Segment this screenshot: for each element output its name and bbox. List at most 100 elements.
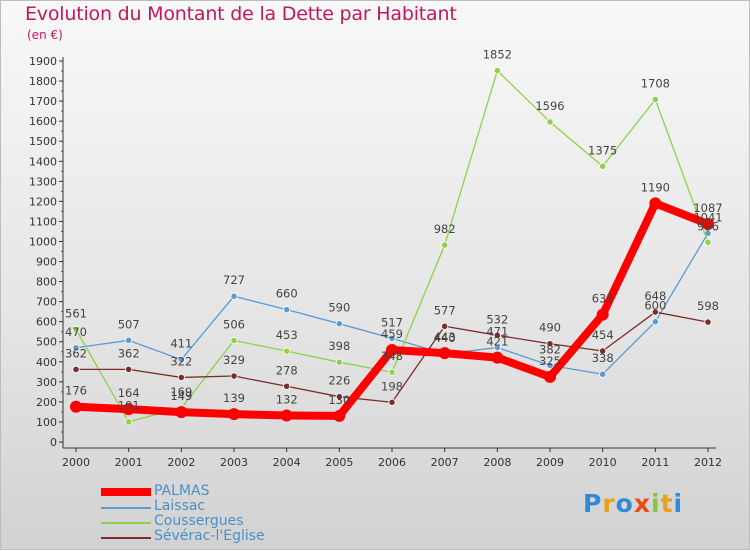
x-tick-label: 2002: [167, 456, 195, 469]
y-tick-label: 1400: [29, 155, 57, 168]
data-label: 1596: [535, 99, 564, 113]
data-label: 577: [434, 303, 456, 317]
data-label: 1041: [693, 210, 722, 224]
data-label: 329: [223, 353, 245, 367]
y-tick-label: 1900: [29, 55, 57, 68]
legend-label: Laissac: [154, 498, 206, 514]
data-label: 130: [328, 393, 350, 407]
data-point: [122, 403, 135, 416]
data-point: [125, 365, 133, 374]
logo-letter: x: [633, 489, 651, 518]
x-tick-label: 2007: [431, 456, 459, 469]
data-label: 101: [118, 399, 140, 413]
legend-swatch: [101, 522, 151, 524]
data-point: [175, 406, 188, 419]
data-point: [230, 336, 238, 345]
data-point: [546, 361, 554, 369]
data-label: 325: [539, 354, 561, 368]
y-tick-label: 700: [36, 296, 57, 309]
logo-letter: i: [673, 489, 684, 518]
x-tick-label: 2012: [694, 456, 722, 469]
y-tick-label: 600: [36, 316, 57, 329]
data-label: 348: [381, 349, 403, 363]
y-tick-label: 200: [36, 396, 57, 409]
data-label: 362: [118, 346, 140, 360]
data-label: 1852: [483, 48, 512, 62]
data-point: [335, 358, 343, 366]
data-label: 471: [486, 325, 508, 339]
data-point: [493, 67, 501, 75]
data-label: 198: [381, 379, 403, 393]
data-point: [491, 351, 504, 364]
data-label: 226: [328, 374, 350, 388]
data-point: [386, 343, 398, 356]
data-point: [704, 318, 712, 326]
logo-letter: P: [583, 489, 603, 518]
data-point: [230, 292, 238, 300]
data-label: 600: [644, 299, 666, 313]
chart-title: Evolution du Montant de la Dette par Hab…: [25, 3, 457, 25]
proxiti-logo: Proxiti: [583, 489, 683, 518]
data-point: [388, 368, 396, 376]
logo-letter: t: [660, 489, 674, 518]
legend-label: PALMAS: [154, 483, 210, 499]
data-label: 169: [170, 385, 192, 399]
data-label: 532: [486, 312, 508, 326]
x-tick-label: 2004: [273, 456, 301, 469]
y-tick-label: 1700: [29, 95, 57, 108]
data-point: [335, 393, 343, 401]
logo-letter: r: [602, 489, 616, 518]
data-point: [72, 344, 80, 352]
data-label: 982: [434, 222, 456, 236]
y-tick-label: 900: [36, 256, 57, 269]
data-label: 561: [65, 307, 87, 321]
logo-letter: i: [651, 489, 661, 518]
legend-label: Sévérac-l'Eglise: [154, 528, 265, 544]
data-point: [230, 372, 238, 380]
data-label: 648: [644, 289, 666, 303]
x-tick-label: 2005: [325, 456, 353, 469]
data-point: [283, 347, 291, 355]
data-point: [651, 308, 659, 316]
x-tick-label: 2001: [115, 456, 143, 469]
legend-label: Coussergues: [154, 513, 244, 529]
data-point: [441, 241, 449, 249]
data-label: 1375: [588, 143, 617, 157]
logo-letter: o: [615, 489, 634, 518]
chart-axes: 0 100 200 300 400 500 600 700 800 900 1000 1100 1200…: [29, 55, 722, 469]
series-layer: [70, 67, 714, 426]
data-label: 278: [276, 363, 298, 377]
data-point: [702, 218, 714, 231]
data-point: [599, 162, 607, 170]
data-point: [283, 306, 291, 314]
data-label: 1087: [693, 201, 722, 215]
data-point: [72, 365, 80, 374]
x-tick-label: 2008: [483, 456, 511, 469]
data-label: 517: [381, 315, 403, 329]
data-point: [596, 308, 609, 321]
y-tick-label: 100: [36, 416, 57, 429]
y-tick-label: 1100: [29, 215, 57, 228]
data-label: 454: [592, 328, 614, 342]
x-tick-label: 2010: [589, 456, 617, 469]
data-point: [599, 370, 607, 378]
data-labels-layer: 176 164 149 139 132 130 459 443 421 325 635 1190 108…: [65, 48, 723, 413]
data-label: 470: [65, 325, 87, 339]
data-label: 398: [328, 339, 350, 353]
data-label: 660: [276, 287, 298, 301]
data-point: [649, 197, 662, 210]
data-label: 1708: [641, 77, 670, 91]
data-point: [388, 334, 396, 342]
y-tick-label: 300: [36, 376, 57, 389]
data-point: [651, 318, 659, 326]
data-label: 996: [697, 219, 719, 233]
y-tick-label: 1300: [29, 175, 57, 188]
data-label: 598: [697, 299, 719, 313]
y-tick-label: 1000: [29, 235, 57, 248]
data-point: [283, 382, 291, 390]
x-tick-label: 2009: [536, 456, 564, 469]
data-label: 635: [592, 292, 614, 306]
data-point: [388, 398, 396, 406]
